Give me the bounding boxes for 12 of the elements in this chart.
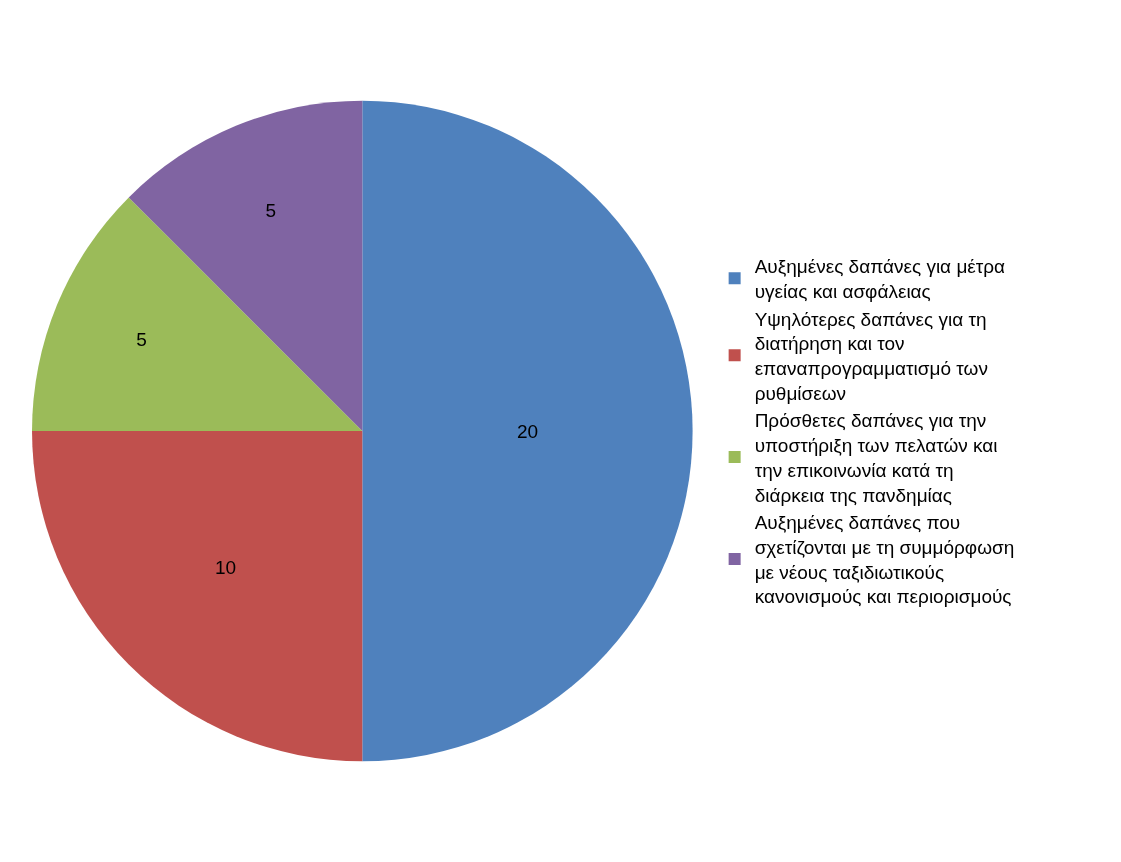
legend-label: Αυξημένες δαπάνες που σχετίζονται με τη συμμόρφωση με νέους ταξιδιωτικούς κανονισμούς και περιορισμούς xyxy=(754,512,1015,608)
data-label: 20 xyxy=(516,420,539,442)
pie-slice xyxy=(32,431,363,762)
pie-slice xyxy=(32,197,363,431)
legend-label: Πρόσθετες δαπάνες για την υποστήριξη των πελατών και την επικοινωνία κατά τη διάρκεια της πανδημίας xyxy=(754,410,998,506)
legend-label: Αυξημένες δαπάνες για μέτρα υγείας και ασφάλειας xyxy=(754,256,1006,302)
data-label: 10 xyxy=(214,557,237,579)
pie-slice xyxy=(128,100,363,431)
data-label: 5 xyxy=(136,329,147,351)
data-label: 5 xyxy=(265,199,277,221)
legend-label: Υψηλότερες δαπάνες για τη διατήρηση και τον επαναπρογραμματισμό των ρυθμίσεων xyxy=(754,308,988,404)
pie-slice xyxy=(362,100,692,762)
